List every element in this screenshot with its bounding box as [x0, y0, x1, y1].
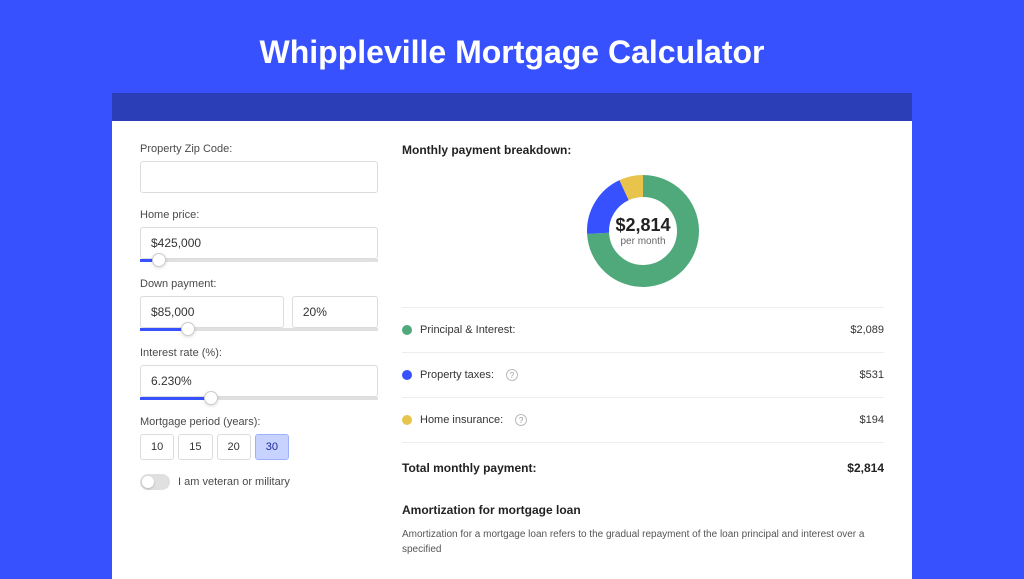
home-price-input[interactable] [140, 227, 378, 259]
interest-slider[interactable] [140, 397, 378, 400]
donut-center: $2,814 per month [583, 171, 703, 291]
amortization-text: Amortization for a mortgage loan refers … [402, 527, 884, 557]
legend-dot-icon [402, 415, 412, 425]
interest-label: Interest rate (%): [140, 347, 378, 359]
period-label: Mortgage period (years): [140, 416, 378, 428]
down-payment-amount-input[interactable] [140, 296, 284, 328]
legend-dot-icon [402, 325, 412, 335]
page-title: Whippleville Mortgage Calculator [0, 0, 1024, 93]
divider [402, 352, 884, 353]
home-price-slider[interactable] [140, 259, 378, 262]
down-payment-percent-input[interactable] [292, 296, 378, 328]
interest-field: Interest rate (%): [140, 347, 378, 400]
down-payment-label: Down payment: [140, 278, 378, 290]
veteran-label: I am veteran or military [178, 476, 290, 488]
legend-dot-icon [402, 370, 412, 380]
period-button-10[interactable]: 10 [140, 434, 174, 460]
divider [402, 307, 884, 308]
total-value: $2,814 [847, 461, 884, 475]
zip-label: Property Zip Code: [140, 143, 378, 155]
veteran-row: I am veteran or military [140, 474, 378, 490]
breakdown-items: Principal & Interest: $2,089 Property taxe… [402, 316, 884, 443]
donut-amount: $2,814 [615, 215, 670, 236]
payment-donut: $2,814 per month [583, 171, 703, 291]
breakdown-item-value: $531 [860, 369, 884, 381]
period-options: 10152030 [140, 434, 378, 460]
down-payment-field: Down payment: [140, 278, 378, 331]
donut-wrap: $2,814 per month [402, 171, 884, 291]
breakdown-item-label: Home insurance: [420, 414, 503, 426]
total-label: Total monthly payment: [402, 461, 536, 475]
down-payment-slider[interactable] [140, 328, 378, 331]
home-price-field: Home price: [140, 209, 378, 262]
amortization-title: Amortization for mortgage loan [402, 503, 884, 517]
breakdown-item: Property taxes:? $531 [402, 361, 884, 389]
interest-input[interactable] [140, 365, 378, 397]
divider [402, 397, 884, 398]
zip-field: Property Zip Code: [140, 143, 378, 193]
help-icon[interactable]: ? [515, 414, 527, 426]
breakdown-panel: Monthly payment breakdown: $2,814 per mo… [402, 143, 884, 557]
veteran-toggle[interactable] [140, 474, 170, 490]
home-price-label: Home price: [140, 209, 378, 221]
divider [402, 442, 884, 443]
total-row: Total monthly payment: $2,814 [402, 451, 884, 485]
breakdown-item-label: Property taxes: [420, 369, 494, 381]
period-button-30[interactable]: 30 [255, 434, 289, 460]
help-icon[interactable]: ? [506, 369, 518, 381]
card-shadow: Property Zip Code: Home price: Down paym… [112, 93, 912, 579]
calculator-card: Property Zip Code: Home price: Down paym… [112, 121, 912, 579]
breakdown-title: Monthly payment breakdown: [402, 143, 884, 157]
period-button-15[interactable]: 15 [178, 434, 212, 460]
breakdown-item-value: $194 [860, 414, 884, 426]
breakdown-item-label: Principal & Interest: [420, 324, 515, 336]
donut-subtext: per month [620, 236, 665, 247]
zip-input[interactable] [140, 161, 378, 193]
period-button-20[interactable]: 20 [217, 434, 251, 460]
breakdown-item-value: $2,089 [850, 324, 884, 336]
inputs-panel: Property Zip Code: Home price: Down paym… [140, 143, 378, 557]
period-field: Mortgage period (years): 10152030 [140, 416, 378, 460]
breakdown-item: Home insurance:? $194 [402, 406, 884, 434]
breakdown-item: Principal & Interest: $2,089 [402, 316, 884, 344]
